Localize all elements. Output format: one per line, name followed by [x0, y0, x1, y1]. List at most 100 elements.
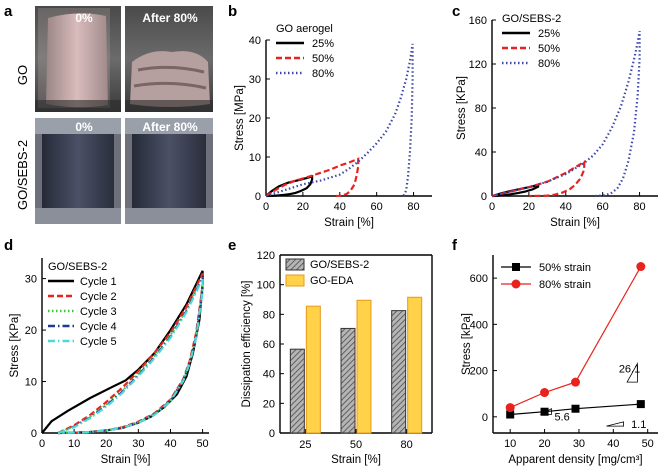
y-tick-label-e: 0 [269, 428, 275, 440]
photo-caption-sebs-initial: 0% [75, 120, 93, 134]
chart-e: 0 20 40 60 80 100 120 25 50 80 GO/SEBS-2 GO-EDA Stra… [241, 250, 433, 466]
legend-label-c: 50% [538, 43, 560, 55]
y-tick-label-f: 0 [482, 412, 488, 424]
x-tick-label-b: 40 [334, 201, 346, 213]
slope-annotation-f: 1.1 [631, 419, 646, 431]
legend-swatch-e [285, 274, 305, 287]
x-tick-label-f: 10 [504, 438, 516, 450]
series-line-c-3 [491, 30, 641, 198]
y-axis-title-f: Stress [kPa] [461, 313, 473, 375]
x-tick-label-e: 50 [350, 439, 362, 451]
legend-label-b: 50% [312, 53, 334, 65]
data-point-f [505, 403, 515, 413]
x-axis-title-c: Strain [%] [550, 217, 600, 229]
panel-label-d: d [4, 237, 13, 254]
y-axis-title-e: Dissipation efficiency [%] [241, 281, 253, 408]
x-axis-title-e: Strain [%] [331, 454, 381, 466]
y-tick-label-d: 20 [25, 325, 37, 337]
x-tick-label-f: 30 [573, 438, 585, 450]
y-tick-label-f: 600 [470, 273, 488, 285]
chart-d: 0 10 20 30 40 50 0 10 20 30 Strain [%] Stress [KPa]… [9, 258, 209, 466]
y-tick-label-c: 80 [475, 103, 487, 115]
y-axis-title-b: Stress [MPa] [234, 85, 246, 151]
y-tick-label-c: 160 [469, 15, 487, 27]
slope-triangle-f [626, 362, 638, 383]
y-tick-label-d: 30 [25, 274, 37, 286]
x-tick-label-c: 40 [560, 201, 572, 213]
photo-sebs-initial [35, 118, 121, 224]
panel-label-c: c [452, 3, 460, 20]
photo-caption-go-compressed: After 80% [142, 11, 198, 25]
slope-annotation-f: 26.1 [619, 364, 640, 376]
bar-eda-80 [407, 296, 423, 434]
x-tick-label-b: 60 [371, 201, 383, 213]
chart-f: 10 20 30 40 50 0 200 400 600 Apparent density [mg… [461, 255, 658, 466]
legend-label-e: GO-EDA [310, 275, 354, 287]
x-tick-label-e: 25 [299, 439, 311, 451]
photo-go-compressed [125, 6, 213, 112]
y-tick-label-f: 400 [470, 319, 488, 331]
slope-triangle-f [606, 421, 624, 427]
data-point-f [506, 410, 515, 419]
chart-b: 0 20 40 60 80 0 10 20 30 40 Strain [%] Stress [MPa]… [234, 23, 432, 229]
photo-caption-sebs-compressed: After 80% [142, 120, 198, 134]
slope-triangle-f [539, 408, 552, 415]
chart-c: 0 20 40 60 80 0 40 80 120 160 Strain [%] Stress [KP… [456, 13, 658, 229]
series-line-c-2 [491, 159, 586, 198]
y-tick-label-e: 100 [257, 280, 275, 292]
x-tick-label-f: 40 [607, 438, 619, 450]
y-tick-label-b: 10 [249, 152, 261, 164]
data-point-f [540, 407, 549, 416]
legend-label-f: 80% strain [539, 279, 591, 291]
x-tick-label-c: 20 [523, 201, 535, 213]
legend-label-d: Cycle 4 [80, 321, 117, 333]
x-tick-label-d: 30 [132, 438, 144, 450]
x-tick-label-e: 80 [401, 439, 413, 451]
data-point-f [571, 404, 580, 413]
photo-sebs-compressed [125, 118, 213, 224]
legend-label-f: 50% strain [539, 262, 591, 274]
panel-label-f: f [452, 237, 458, 254]
x-axis-title-b: Strain [%] [324, 217, 374, 229]
legend-title-b: GO aerogel [276, 23, 333, 35]
series-line-f-2 [509, 266, 642, 409]
x-tick-label-b: 80 [407, 201, 419, 213]
legend-label-d: Cycle 3 [80, 306, 117, 318]
legend-label-e: GO/SEBS-2 [310, 259, 369, 271]
x-tick-label-d: 10 [68, 438, 80, 450]
y-tick-label-d: 10 [25, 377, 37, 389]
series-line-b-1 [265, 175, 314, 198]
legend-label-d: Cycle 5 [80, 336, 117, 348]
y-tick-label-c: 120 [469, 59, 487, 71]
y-tick-label-b: 30 [249, 74, 261, 86]
x-axis-title-f: Apparent density [mg/cm³] [508, 454, 642, 466]
y-tick-label-e: 40 [263, 369, 275, 381]
data-point-f [571, 377, 580, 387]
y-tick-label-c: 40 [475, 147, 487, 159]
legend-marker-f [511, 279, 521, 289]
legend-label-c: 25% [538, 28, 560, 40]
legend-swatch-e [285, 258, 305, 271]
legend-label-b: 80% [312, 68, 334, 80]
slope-annotation-f: 5.6 [554, 412, 569, 424]
x-tick-label-d: 0 [39, 438, 45, 450]
y-tick-label-e: 80 [263, 309, 275, 321]
bar-sebs-25 [289, 348, 305, 434]
photo-row-label-sebs: GO/SEBS-2 [15, 140, 30, 210]
bar-eda-50 [356, 299, 372, 434]
y-tick-label-e: 60 [263, 339, 275, 351]
panel-label-b: b [228, 3, 237, 20]
y-axis-title-c: Stress [KPa] [456, 76, 468, 140]
x-tick-label-b: 20 [297, 201, 309, 213]
legend-title-c: GO/SEBS-2 [502, 13, 561, 25]
legend-label-c: 80% [538, 58, 560, 70]
x-tick-label-c: 60 [597, 201, 609, 213]
x-tick-label-f: 20 [538, 438, 550, 450]
series-line-d-5 [57, 278, 204, 435]
bar-eda-25 [305, 305, 321, 434]
photo-row-label-go: GO [15, 65, 30, 85]
series-line-b-3 [265, 43, 414, 198]
panel-a-photos: GO GO/SEBS-2 [15, 6, 213, 224]
y-tick-label-f: 200 [470, 366, 488, 378]
